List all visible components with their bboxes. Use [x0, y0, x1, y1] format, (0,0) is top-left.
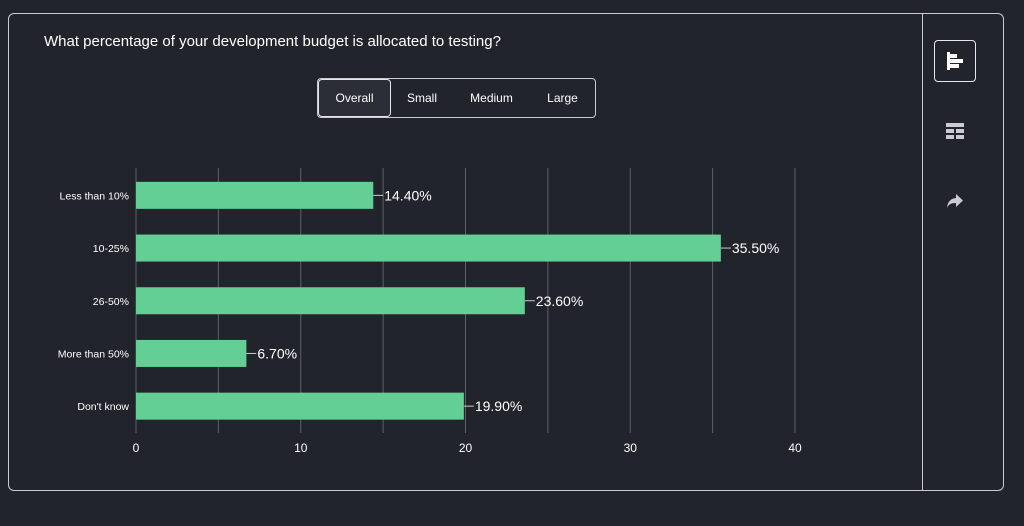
value-label: 35.50%: [732, 240, 779, 256]
share-icon: [947, 194, 963, 208]
category-label: Less than 10%: [60, 190, 129, 202]
x-tick-label: 40: [788, 441, 802, 455]
value-label: 23.60%: [536, 293, 583, 309]
bar-chart-icon: [947, 52, 963, 70]
x-tick-label: 0: [133, 441, 140, 455]
tab-small[interactable]: Small: [406, 91, 437, 105]
x-tick-label: 10: [294, 441, 308, 455]
tab-medium[interactable]: Medium: [470, 91, 513, 105]
chart-question-title: What percentage of your development budg…: [44, 33, 501, 50]
value-label: 19.90%: [475, 398, 522, 414]
tab-overall[interactable]: Overall: [318, 79, 391, 117]
value-label: 14.40%: [384, 187, 431, 203]
category-label: 26-50%: [93, 296, 129, 308]
segment-tabs: Overall Small Medium Large: [317, 78, 596, 118]
bar: [136, 181, 374, 209]
toolbar-divider: [922, 14, 923, 490]
bar: [136, 234, 721, 262]
bar: [136, 392, 464, 420]
x-tick-label: 30: [624, 441, 638, 455]
category-label: More than 50%: [58, 348, 129, 360]
bar: [136, 339, 247, 367]
category-label: 10-25%: [93, 243, 129, 255]
tab-large[interactable]: Large: [547, 91, 578, 105]
category-label: Don't know: [77, 401, 129, 413]
share-button[interactable]: [934, 180, 976, 222]
table-view-button[interactable]: [934, 110, 976, 152]
table-icon: [946, 123, 964, 139]
bar-chart-view-button[interactable]: [934, 40, 976, 82]
value-label: 6.70%: [257, 345, 297, 361]
x-tick-label: 20: [459, 441, 473, 455]
bar: [136, 287, 525, 315]
